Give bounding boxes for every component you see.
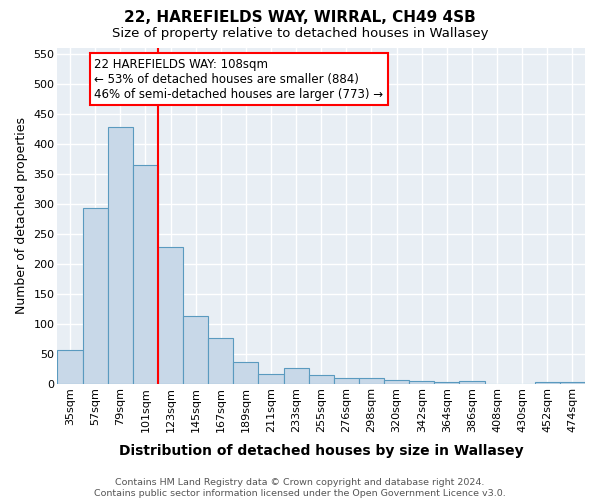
- Bar: [560, 382, 585, 384]
- Y-axis label: Number of detached properties: Number of detached properties: [15, 118, 28, 314]
- Text: 22 HAREFIELDS WAY: 108sqm
← 53% of detached houses are smaller (884)
46% of semi: 22 HAREFIELDS WAY: 108sqm ← 53% of detac…: [94, 58, 383, 100]
- Bar: [359, 378, 384, 384]
- X-axis label: Distribution of detached houses by size in Wallasey: Distribution of detached houses by size …: [119, 444, 524, 458]
- Bar: [233, 362, 259, 384]
- Bar: [409, 382, 434, 384]
- Bar: [308, 375, 334, 384]
- Bar: [434, 382, 460, 384]
- Bar: [334, 378, 359, 384]
- Bar: [183, 316, 208, 384]
- Bar: [58, 350, 83, 384]
- Text: Size of property relative to detached houses in Wallasey: Size of property relative to detached ho…: [112, 28, 488, 40]
- Text: Contains HM Land Registry data © Crown copyright and database right 2024.
Contai: Contains HM Land Registry data © Crown c…: [94, 478, 506, 498]
- Bar: [158, 248, 183, 384]
- Bar: [108, 127, 133, 384]
- Bar: [384, 380, 409, 384]
- Bar: [133, 165, 158, 384]
- Bar: [259, 374, 284, 384]
- Bar: [284, 368, 308, 384]
- Bar: [208, 338, 233, 384]
- Bar: [535, 382, 560, 384]
- Bar: [460, 382, 485, 384]
- Text: 22, HAREFIELDS WAY, WIRRAL, CH49 4SB: 22, HAREFIELDS WAY, WIRRAL, CH49 4SB: [124, 10, 476, 25]
- Bar: [83, 208, 108, 384]
